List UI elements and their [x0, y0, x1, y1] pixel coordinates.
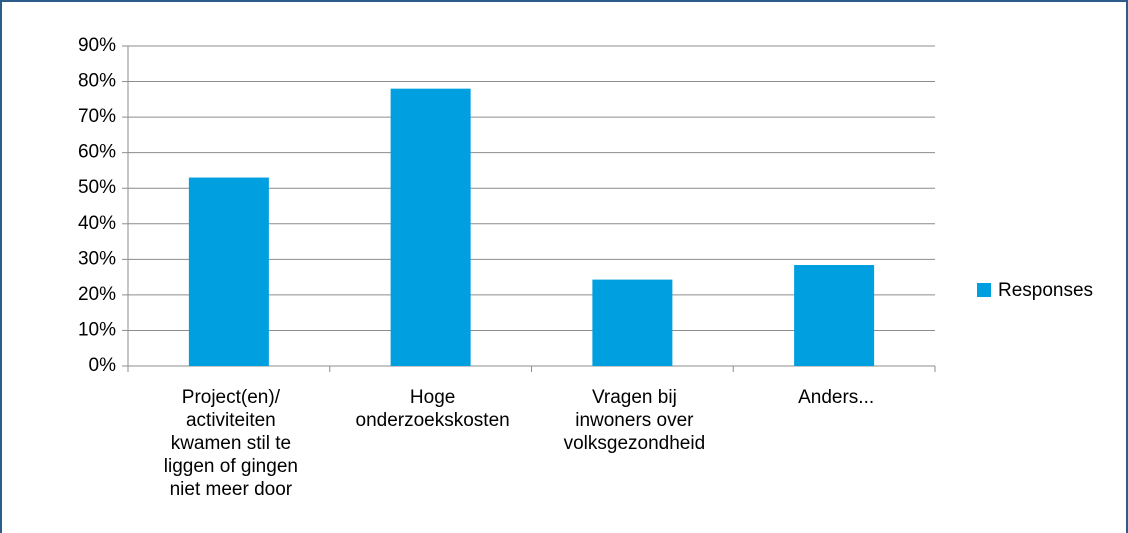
x-tick-label: Vragen bij inwoners over volksgezondheid [563, 387, 706, 454]
y-tick-label: 60% [78, 142, 116, 163]
y-tick-label: 50% [78, 177, 116, 198]
bar [188, 177, 269, 366]
y-tick-label: 30% [78, 248, 116, 269]
y-tick-label: 70% [78, 106, 116, 127]
legend-swatch [977, 283, 991, 297]
legend-label: Responses [998, 280, 1093, 301]
x-tick-label: Hoge onderzoekskosten [355, 387, 510, 431]
x-tick-label: Anders... [798, 387, 875, 408]
bar [390, 88, 471, 367]
y-tick-label: 10% [78, 319, 116, 340]
bar [592, 279, 673, 366]
y-tick-label: 80% [78, 71, 116, 92]
y-tick-label: 20% [78, 284, 116, 305]
y-tick-label: 0% [89, 355, 117, 376]
bar [794, 265, 875, 366]
y-tick-label: 90% [78, 35, 116, 56]
y-tick-label: 40% [78, 213, 116, 234]
x-tick-label: Project(en)/ activiteiten kwamen stil te… [163, 387, 298, 500]
